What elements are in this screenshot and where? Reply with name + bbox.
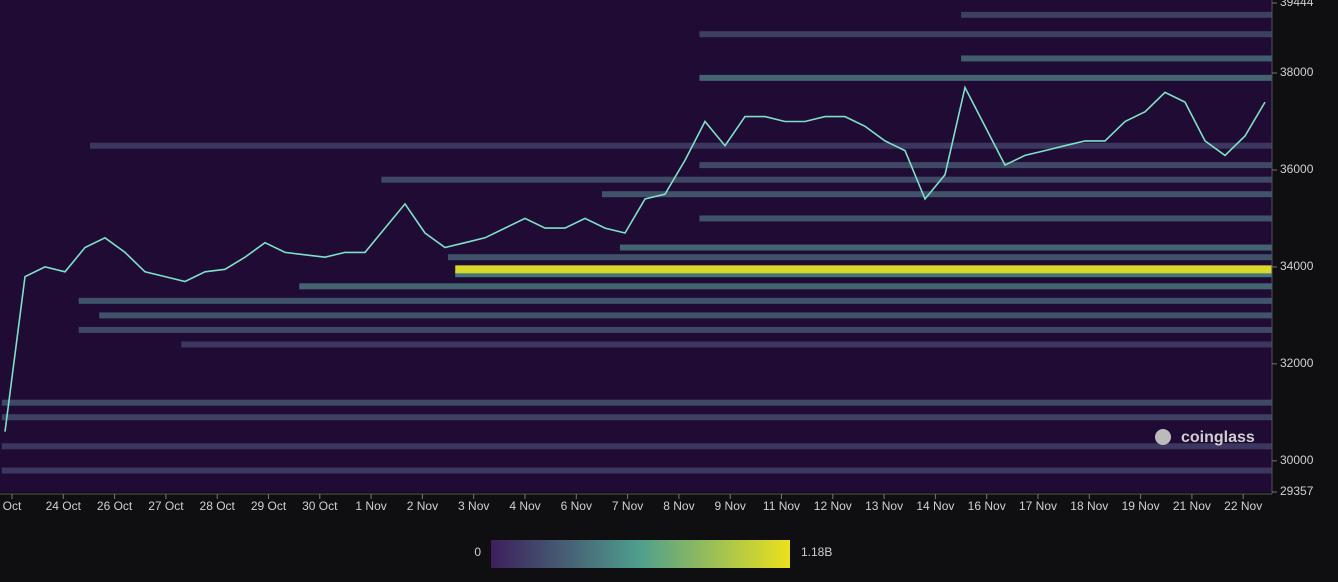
x-tick-label: 29 Oct [251, 499, 287, 513]
heat-band [699, 215, 1272, 222]
logo-icon [1155, 429, 1171, 445]
heat-band [78, 297, 1273, 304]
y-tick-label: 34000 [1280, 259, 1314, 273]
heat-band [1, 467, 1273, 474]
heat-band [699, 74, 1272, 81]
x-tick-label: 16 Nov [968, 499, 1006, 513]
heat-band [961, 11, 1272, 18]
heat-band [78, 326, 1273, 333]
heat-band [448, 254, 1272, 261]
logo: coinglass [1155, 429, 1255, 446]
x-tick-label: 28 Oct [200, 499, 236, 513]
x-tick-label: 1 Nov [355, 499, 386, 513]
x-tick-label: Oct [3, 499, 22, 513]
x-tick-label: 17 Nov [1019, 499, 1057, 513]
heat-band [699, 31, 1272, 38]
x-tick-label: 12 Nov [814, 499, 852, 513]
x-tick-label: 13 Nov [865, 499, 903, 513]
x-tick-label: 8 Nov [663, 499, 694, 513]
colorbar-min: 0 [474, 545, 481, 559]
x-tick-label: 24 Oct [46, 499, 82, 513]
y-tick-label: 30000 [1280, 453, 1314, 467]
x-tick-label: 21 Nov [1173, 499, 1211, 513]
x-tick-label: 9 Nov [715, 499, 746, 513]
x-tick-label: 11 Nov [763, 499, 800, 513]
heat-band [381, 176, 1272, 183]
x-tick-label: 4 Nov [509, 499, 540, 513]
x-tick-label: 19 Nov [1122, 499, 1160, 513]
x-tick-label: 22 Nov [1224, 499, 1262, 513]
x-tick-label: 26 Oct [97, 499, 133, 513]
y-tick-label: 29357 [1280, 484, 1314, 498]
x-tick-label: 18 Nov [1070, 499, 1108, 513]
heat-band [1, 443, 1273, 450]
y-tick-label: 38000 [1280, 65, 1314, 79]
heat-band [181, 341, 1272, 348]
heat-band [619, 244, 1272, 251]
heat-band [455, 265, 1272, 274]
heat-band [699, 162, 1272, 169]
heat-band [99, 312, 1273, 319]
y-tick-label: 39444 [1280, 0, 1314, 9]
heat-band [299, 283, 1272, 290]
x-tick-label: 6 Nov [561, 499, 592, 513]
x-tick-label: 27 Oct [148, 499, 184, 513]
colorbar [491, 540, 790, 568]
x-tick-label: 3 Nov [458, 499, 489, 513]
heat-band [89, 142, 1273, 149]
y-tick-label: 36000 [1280, 162, 1314, 176]
heat-band [601, 191, 1272, 198]
x-tick-label: 30 Oct [302, 499, 338, 513]
y-tick-label: 32000 [1280, 356, 1314, 370]
heat-band [961, 55, 1272, 62]
colorbar-max: 1.18B [801, 545, 832, 559]
watermark: coinglass [1181, 429, 1255, 446]
x-tick-label: 7 Nov [612, 499, 643, 513]
x-tick-label: 14 Nov [916, 499, 954, 513]
x-tick-label: 2 Nov [407, 499, 438, 513]
heat-band [1, 399, 1273, 406]
heat-band [1, 414, 1273, 421]
heat-band [455, 271, 1272, 278]
price-line [4, 85, 1266, 432]
